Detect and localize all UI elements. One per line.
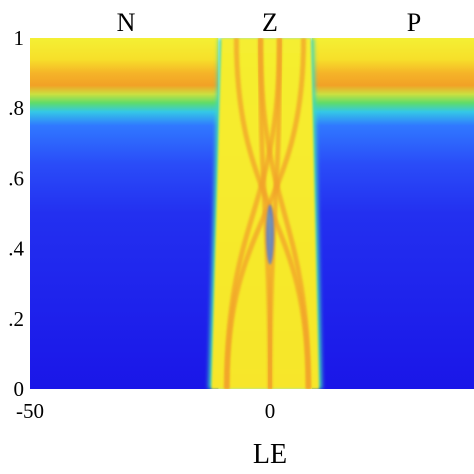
heatmap-region-p: [312, 38, 474, 389]
x-tick-label: 0: [265, 399, 276, 423]
heatmap-region-z: [208, 38, 322, 389]
y-tick-label: .6: [8, 166, 24, 190]
heatmap-region-n: [30, 38, 219, 389]
y-tick-label: 0: [14, 377, 25, 401]
region-label-z: Z: [262, 8, 278, 37]
y-axis-ticks: 0 .2 .4 .6 .8 1: [8, 26, 24, 401]
y-tick-label: .4: [8, 237, 24, 261]
region-label-n: N: [117, 8, 136, 37]
x-tick-label: -50: [16, 399, 44, 423]
z-center-gap: [266, 204, 274, 265]
x-axis-label: LE: [253, 439, 287, 470]
x-axis-ticks: -50 0: [16, 399, 275, 423]
plot-area: [30, 38, 474, 389]
region-label-p: P: [407, 8, 421, 37]
y-tick-label: .2: [8, 307, 24, 331]
y-tick-label: 1: [14, 26, 25, 50]
z-crossing-curve: [267, 38, 283, 389]
y-tick-label: .8: [8, 96, 24, 120]
